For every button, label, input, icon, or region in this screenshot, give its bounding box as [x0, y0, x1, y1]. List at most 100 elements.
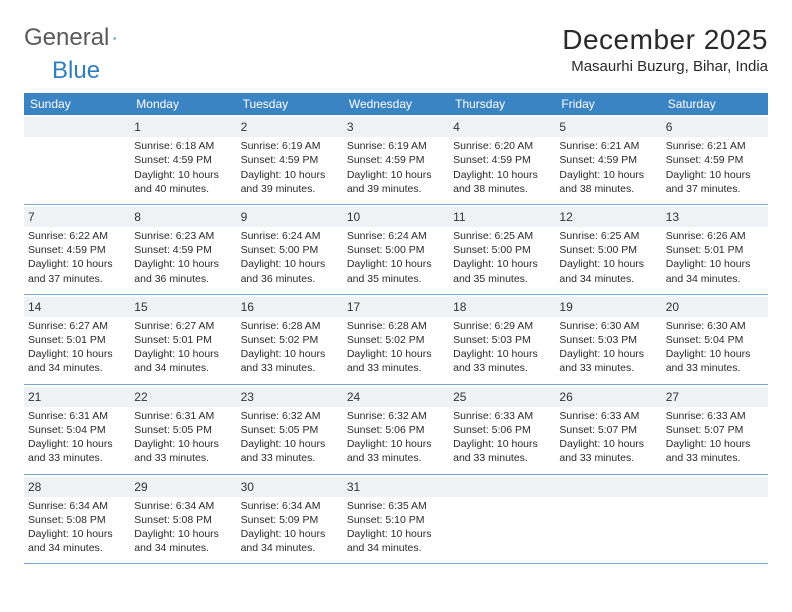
day-number: 30 [237, 477, 343, 497]
calendar-day-cell: 15Sunrise: 6:27 AMSunset: 5:01 PMDayligh… [130, 294, 236, 384]
weekday-header: Saturday [662, 93, 768, 115]
location-text: Masaurhi Buzurg, Bihar, India [562, 58, 768, 75]
day-number: 24 [343, 387, 449, 407]
day-info: Sunrise: 6:33 AMSunset: 5:07 PMDaylight:… [666, 409, 764, 466]
calendar-day-cell [555, 474, 661, 564]
calendar-week-row: 21Sunrise: 6:31 AMSunset: 5:04 PMDayligh… [24, 384, 768, 474]
calendar-week-row: 1Sunrise: 6:18 AMSunset: 4:59 PMDaylight… [24, 115, 768, 204]
calendar-week-row: 14Sunrise: 6:27 AMSunset: 5:01 PMDayligh… [24, 294, 768, 384]
weekday-header: Tuesday [237, 93, 343, 115]
day-number: 15 [130, 297, 236, 317]
day-info: Sunrise: 6:33 AMSunset: 5:06 PMDaylight:… [453, 409, 551, 466]
calendar-day-cell: 18Sunrise: 6:29 AMSunset: 5:03 PMDayligh… [449, 294, 555, 384]
calendar-day-cell: 14Sunrise: 6:27 AMSunset: 5:01 PMDayligh… [24, 294, 130, 384]
day-info: Sunrise: 6:24 AMSunset: 5:00 PMDaylight:… [347, 229, 445, 286]
calendar-day-cell: 19Sunrise: 6:30 AMSunset: 5:03 PMDayligh… [555, 294, 661, 384]
day-info: Sunrise: 6:28 AMSunset: 5:02 PMDaylight:… [241, 319, 339, 376]
day-info: Sunrise: 6:34 AMSunset: 5:08 PMDaylight:… [28, 499, 126, 556]
calendar-day-cell [449, 474, 555, 564]
day-number: 9 [237, 207, 343, 227]
day-info: Sunrise: 6:35 AMSunset: 5:10 PMDaylight:… [347, 499, 445, 556]
calendar-day-cell: 27Sunrise: 6:33 AMSunset: 5:07 PMDayligh… [662, 384, 768, 474]
calendar-day-cell: 23Sunrise: 6:32 AMSunset: 5:05 PMDayligh… [237, 384, 343, 474]
calendar-day-cell [24, 115, 130, 204]
calendar-day-cell [662, 474, 768, 564]
calendar-day-cell: 12Sunrise: 6:25 AMSunset: 5:00 PMDayligh… [555, 204, 661, 294]
day-info: Sunrise: 6:31 AMSunset: 5:05 PMDaylight:… [134, 409, 232, 466]
calendar-day-cell: 9Sunrise: 6:24 AMSunset: 5:00 PMDaylight… [237, 204, 343, 294]
brand-part1: General [24, 24, 109, 52]
calendar-day-cell: 3Sunrise: 6:19 AMSunset: 4:59 PMDaylight… [343, 115, 449, 204]
day-info: Sunrise: 6:19 AMSunset: 4:59 PMDaylight:… [241, 139, 339, 196]
day-info: Sunrise: 6:18 AMSunset: 4:59 PMDaylight:… [134, 139, 232, 196]
title-block: December 2025 Masaurhi Buzurg, Bihar, In… [562, 24, 768, 75]
weekday-header: Thursday [449, 93, 555, 115]
day-info: Sunrise: 6:34 AMSunset: 5:08 PMDaylight:… [134, 499, 232, 556]
day-number: 29 [130, 477, 236, 497]
calendar-day-cell: 22Sunrise: 6:31 AMSunset: 5:05 PMDayligh… [130, 384, 236, 474]
calendar-day-cell: 8Sunrise: 6:23 AMSunset: 4:59 PMDaylight… [130, 204, 236, 294]
calendar-day-cell: 29Sunrise: 6:34 AMSunset: 5:08 PMDayligh… [130, 474, 236, 564]
day-info: Sunrise: 6:21 AMSunset: 4:59 PMDaylight:… [666, 139, 764, 196]
day-number: 16 [237, 297, 343, 317]
calendar-day-cell: 16Sunrise: 6:28 AMSunset: 5:02 PMDayligh… [237, 294, 343, 384]
day-info: Sunrise: 6:21 AMSunset: 4:59 PMDaylight:… [559, 139, 657, 196]
day-number: 8 [130, 207, 236, 227]
day-number: 11 [449, 207, 555, 227]
day-info: Sunrise: 6:30 AMSunset: 5:04 PMDaylight:… [666, 319, 764, 376]
calendar-day-cell: 11Sunrise: 6:25 AMSunset: 5:00 PMDayligh… [449, 204, 555, 294]
calendar-day-cell: 31Sunrise: 6:35 AMSunset: 5:10 PMDayligh… [343, 474, 449, 564]
day-info: Sunrise: 6:32 AMSunset: 5:06 PMDaylight:… [347, 409, 445, 466]
day-info: Sunrise: 6:20 AMSunset: 4:59 PMDaylight:… [453, 139, 551, 196]
day-number: 6 [662, 117, 768, 137]
calendar-day-cell: 7Sunrise: 6:22 AMSunset: 4:59 PMDaylight… [24, 204, 130, 294]
day-number: 25 [449, 387, 555, 407]
calendar-day-cell: 24Sunrise: 6:32 AMSunset: 5:06 PMDayligh… [343, 384, 449, 474]
brand-logo: General [24, 24, 135, 52]
day-info: Sunrise: 6:32 AMSunset: 5:05 PMDaylight:… [241, 409, 339, 466]
calendar-body: 1Sunrise: 6:18 AMSunset: 4:59 PMDaylight… [24, 115, 768, 564]
calendar-week-row: 7Sunrise: 6:22 AMSunset: 4:59 PMDaylight… [24, 204, 768, 294]
calendar-day-cell: 6Sunrise: 6:21 AMSunset: 4:59 PMDaylight… [662, 115, 768, 204]
weekday-header: Sunday [24, 93, 130, 115]
day-number [555, 477, 661, 497]
calendar-day-cell: 26Sunrise: 6:33 AMSunset: 5:07 PMDayligh… [555, 384, 661, 474]
brand-part2: Blue [52, 57, 100, 85]
day-info: Sunrise: 6:24 AMSunset: 5:00 PMDaylight:… [241, 229, 339, 286]
day-info: Sunrise: 6:22 AMSunset: 4:59 PMDaylight:… [28, 229, 126, 286]
calendar-day-cell: 13Sunrise: 6:26 AMSunset: 5:01 PMDayligh… [662, 204, 768, 294]
day-info: Sunrise: 6:23 AMSunset: 4:59 PMDaylight:… [134, 229, 232, 286]
day-number: 19 [555, 297, 661, 317]
day-info: Sunrise: 6:27 AMSunset: 5:01 PMDaylight:… [134, 319, 232, 376]
day-number: 1 [130, 117, 236, 137]
day-info: Sunrise: 6:34 AMSunset: 5:09 PMDaylight:… [241, 499, 339, 556]
sail-icon [113, 29, 116, 47]
day-number: 22 [130, 387, 236, 407]
day-info: Sunrise: 6:25 AMSunset: 5:00 PMDaylight:… [559, 229, 657, 286]
calendar-day-cell: 28Sunrise: 6:34 AMSunset: 5:08 PMDayligh… [24, 474, 130, 564]
calendar-day-cell: 20Sunrise: 6:30 AMSunset: 5:04 PMDayligh… [662, 294, 768, 384]
day-number: 3 [343, 117, 449, 137]
calendar-day-cell: 30Sunrise: 6:34 AMSunset: 5:09 PMDayligh… [237, 474, 343, 564]
day-info: Sunrise: 6:33 AMSunset: 5:07 PMDaylight:… [559, 409, 657, 466]
day-number [449, 477, 555, 497]
day-number: 14 [24, 297, 130, 317]
day-info: Sunrise: 6:28 AMSunset: 5:02 PMDaylight:… [347, 319, 445, 376]
page-title: December 2025 [562, 24, 768, 56]
weekday-header: Monday [130, 93, 236, 115]
day-number: 4 [449, 117, 555, 137]
day-number: 28 [24, 477, 130, 497]
day-number: 21 [24, 387, 130, 407]
calendar-day-cell: 25Sunrise: 6:33 AMSunset: 5:06 PMDayligh… [449, 384, 555, 474]
day-number: 5 [555, 117, 661, 137]
day-number: 20 [662, 297, 768, 317]
day-number: 27 [662, 387, 768, 407]
day-number: 2 [237, 117, 343, 137]
calendar-week-row: 28Sunrise: 6:34 AMSunset: 5:08 PMDayligh… [24, 474, 768, 564]
calendar-day-cell: 5Sunrise: 6:21 AMSunset: 4:59 PMDaylight… [555, 115, 661, 204]
day-info: Sunrise: 6:19 AMSunset: 4:59 PMDaylight:… [347, 139, 445, 196]
day-number: 31 [343, 477, 449, 497]
day-number: 18 [449, 297, 555, 317]
calendar-header-row: SundayMondayTuesdayWednesdayThursdayFrid… [24, 93, 768, 115]
day-number: 26 [555, 387, 661, 407]
